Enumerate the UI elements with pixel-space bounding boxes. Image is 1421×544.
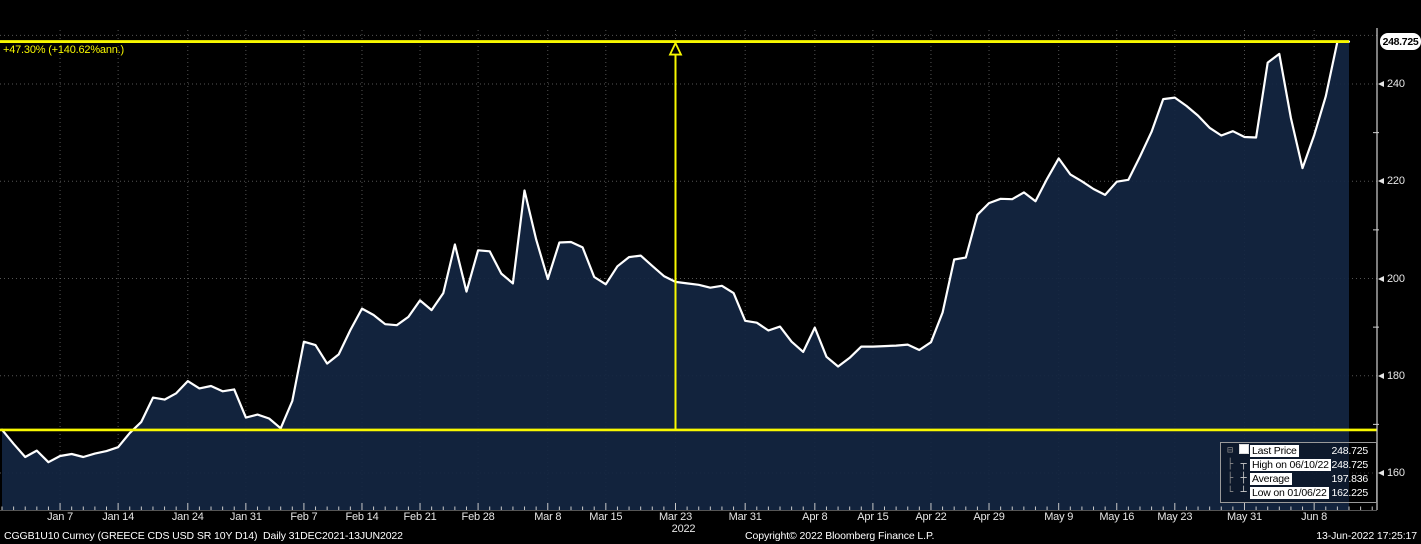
x-axis-tick-label: Mar 23 (658, 511, 693, 523)
axis-arrow-icon (1378, 372, 1384, 379)
axis-arrow-icon (1378, 81, 1384, 87)
tree-branch-icon: ├ (1227, 473, 1233, 484)
x-axis-tick-label: Feb 7 (290, 511, 318, 523)
x-axis-tick-label: Jun 8 (1301, 511, 1328, 523)
legend-row-low[interactable]: └ ┴ Low on 01/06/22 162.225 (1223, 486, 1376, 500)
x-axis-tick-label: Apr 29 (973, 511, 1005, 523)
last-price-swatch-icon (1237, 443, 1250, 459)
copyright-label: Copyright© 2022 Bloomberg Finance L.P. (745, 530, 935, 542)
high-marker-icon: ┬ (1240, 459, 1247, 470)
measure-arrow-icon[interactable] (668, 40, 683, 56)
y-axis-tick-label: 180 (1378, 369, 1405, 383)
x-axis-tick-label: Jan 14 (102, 511, 135, 523)
percent-change-annotation-label: +47.30% (+140.62%ann.) (3, 44, 124, 56)
x-axis-tick-label: Feb 14 (345, 511, 379, 523)
last-price-axis-tag: 248.725 (1380, 33, 1421, 51)
x-axis-tick-label: Mar 8 (534, 511, 562, 523)
x-axis-tick-label: Apr 15 (857, 511, 889, 523)
legend-value: 248.725 (1331, 445, 1368, 457)
x-axis-year-label: 2022 (671, 523, 696, 535)
date-range-label: Daily 31DEC2021-13JUN2022 (263, 530, 403, 542)
area-fill (2, 41, 1349, 510)
y-axis-tick-label: 220 (1378, 174, 1405, 188)
x-axis-tick-label: Feb 21 (403, 511, 437, 523)
x-axis-tick-label: May 23 (1157, 511, 1193, 523)
legend-row-average[interactable]: ├ ┼ Average 197.836 (1223, 472, 1376, 486)
legend-value: 162.225 (1331, 487, 1368, 499)
x-axis-tick-label: Jan 31 (229, 511, 262, 523)
legend-collapse-icon[interactable]: ⊟ (1227, 445, 1233, 456)
status-bar: CGGB1U10 Curncy (GREECE CDS USD SR 10Y D… (0, 529, 1421, 544)
y-axis-tick-label: 200 (1378, 272, 1405, 286)
y-axis-tick-label: 160 (1378, 466, 1405, 480)
timestamp-label: 13-Jun-2022 17:25:17 (1316, 530, 1417, 542)
legend-value: 248.725 (1331, 459, 1368, 471)
legend-row-high[interactable]: ├ ┬ High on 06/10/22 248.725 (1223, 458, 1376, 472)
x-axis-tick-label: Apr 8 (802, 511, 828, 523)
x-axis-tick-label: Mar 15 (589, 511, 623, 523)
x-axis-tick-label: May 9 (1044, 511, 1074, 523)
x-axis-tick-label: Jan 7 (47, 511, 74, 523)
legend-value: 197.836 (1331, 473, 1368, 485)
legend-label: Last Price (1250, 445, 1299, 457)
x-axis-tick-label: Feb 28 (461, 511, 495, 523)
axis-arrow-icon (1378, 275, 1384, 282)
tree-branch-icon: ├ (1227, 459, 1233, 470)
x-axis-tick-label: May 16 (1099, 511, 1135, 523)
axis-arrow-icon (1378, 470, 1384, 476)
chart-legend[interactable]: ⊟ Last Price 248.725 ├ ┬ High on 06/10/2… (1220, 442, 1377, 503)
legend-label: Low on 01/06/22 (1250, 487, 1329, 499)
security-description: CGGB1U10 Curncy (GREECE CDS USD SR 10Y D… (4, 530, 258, 542)
x-axis-tick-label: Apr 22 (915, 511, 947, 523)
legend-label: High on 06/10/22 (1250, 459, 1331, 471)
legend-row-last-price[interactable]: ⊟ Last Price 248.725 (1223, 443, 1376, 459)
legend-label: Average (1250, 473, 1292, 485)
y-axis-tick-label: 240 (1378, 77, 1405, 91)
x-axis-tick-label: May 31 (1227, 511, 1262, 523)
x-axis-tick-label: Mar 31 (728, 511, 762, 523)
low-marker-icon: ┴ (1240, 487, 1247, 498)
tree-branch-icon: └ (1227, 487, 1233, 498)
average-marker-icon: ┼ (1240, 473, 1247, 484)
x-axis-tick-label: Jan 24 (171, 511, 204, 523)
axis-arrow-icon (1378, 178, 1384, 185)
